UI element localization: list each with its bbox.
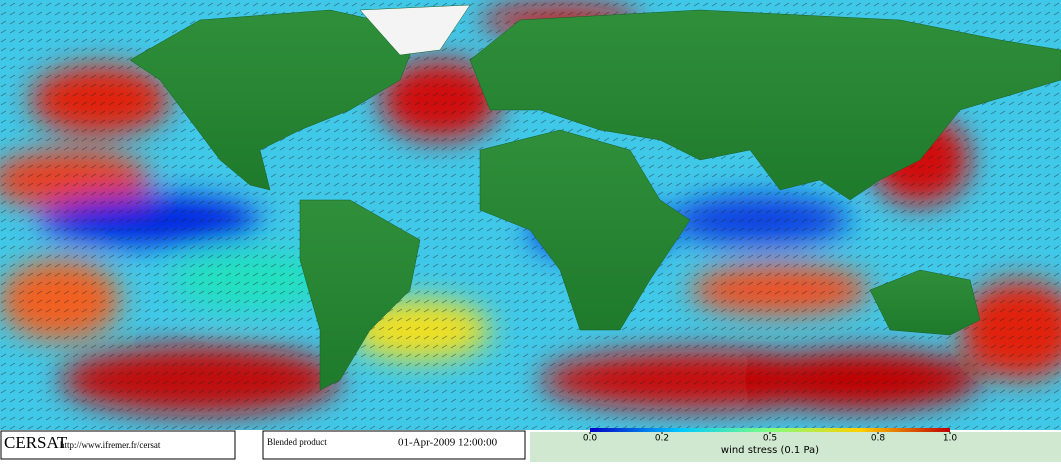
colorbar-tick-label: 0.0 [583,434,598,444]
date: 01-Apr-2009 12:00:00 [398,437,498,449]
colorbar-tick-label: 0.5 [763,434,777,444]
colorbar-tick-label: 0.2 [655,434,669,444]
colorbar-tick-label: 0.8 [871,434,886,444]
colorbar [590,428,950,432]
footer-land [530,432,1061,462]
colorbar-tick-label: 1.0 [943,434,958,444]
colorbar-label: wind stress (0.1 Pa) [721,445,819,456]
product-box [262,430,526,460]
land [129,4,1061,391]
logo-box [0,430,236,460]
product: Blended product [267,437,327,447]
logo: CERSAT [4,433,68,452]
url: http://www.ifremer.fr/cersat [60,440,161,450]
